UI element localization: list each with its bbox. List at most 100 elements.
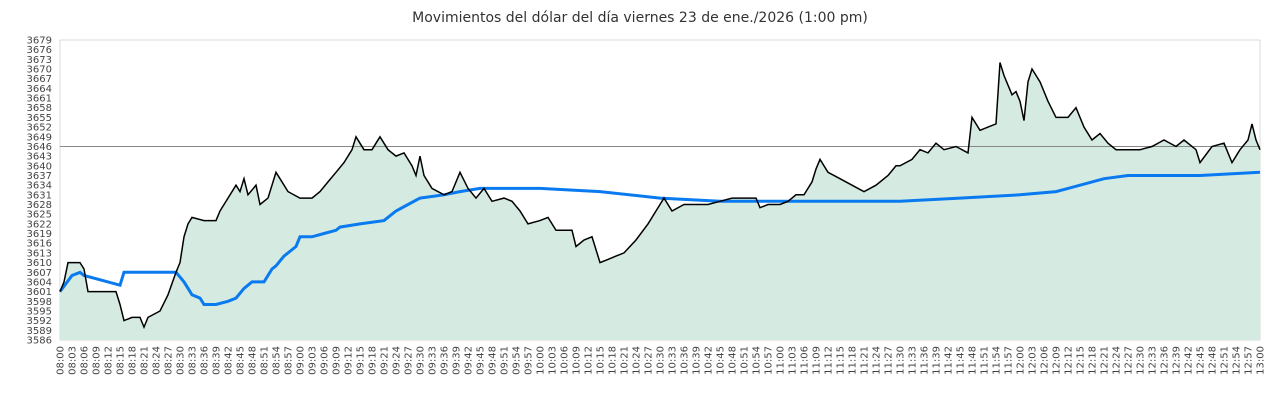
y-tick-label: 3634 [27, 181, 52, 192]
x-tick-label: 10:39 [692, 346, 703, 375]
x-tick-label: 08:42 [224, 346, 235, 375]
y-tick-label: 3643 [27, 152, 52, 163]
x-tick-label: 10:54 [752, 346, 763, 375]
x-tick-label: 09:48 [488, 346, 499, 375]
x-tick-label: 09:45 [476, 346, 487, 375]
x-tick-label: 12:39 [1172, 346, 1183, 375]
x-tick-label: 10:51 [740, 346, 751, 375]
x-tick-label: 10:33 [668, 346, 679, 375]
x-tick-label: 11:42 [944, 346, 955, 375]
x-tick-label: 10:12 [584, 346, 595, 375]
x-tick-label: 08:18 [128, 346, 139, 375]
y-tick-label: 3655 [27, 113, 52, 124]
x-tick-label: 11:06 [800, 346, 811, 375]
x-tick-label: 09:33 [428, 346, 439, 375]
x-tick-label: 11:45 [956, 346, 967, 375]
y-tick-label: 3667 [27, 74, 52, 85]
x-tick-label: 08:54 [272, 346, 283, 375]
y-tick-label: 3595 [27, 306, 52, 317]
x-tick-label: 09:42 [464, 346, 475, 375]
x-tick-label: 10:48 [728, 346, 739, 375]
x-tick-label: 10:57 [764, 346, 775, 375]
x-tick-label: 12:12 [1064, 346, 1075, 375]
x-tick-label: 12:15 [1076, 346, 1087, 375]
y-tick-label: 3601 [27, 287, 52, 298]
x-tick-label: 10:45 [716, 346, 727, 375]
x-tick-label: 11:15 [836, 346, 847, 375]
x-tick-label: 08:27 [164, 346, 175, 375]
x-tick-label: 10:21 [620, 346, 631, 375]
x-tick-label: 12:21 [1100, 346, 1111, 375]
y-tick-label: 3616 [27, 239, 52, 250]
y-tick-label: 3673 [27, 55, 52, 66]
x-tick-label: 09:30 [416, 346, 427, 375]
x-tick-label: 11:30 [896, 346, 907, 375]
x-tick-label: 09:27 [404, 346, 415, 375]
x-tick-label: 09:39 [452, 346, 463, 375]
x-tick-label: 09:00 [296, 346, 307, 375]
x-tick-label: 12:36 [1160, 346, 1171, 375]
y-tick-label: 3604 [27, 277, 52, 288]
x-tick-label: 10:00 [536, 346, 547, 375]
x-tick-label: 09:36 [440, 346, 451, 375]
x-tick-label: 08:30 [176, 346, 187, 375]
y-tick-label: 3628 [27, 200, 52, 211]
x-tick-label: 08:06 [80, 346, 91, 375]
y-tick-label: 3646 [27, 142, 52, 153]
x-tick-label: 09:51 [500, 346, 511, 375]
x-tick-label: 12:57 [1244, 346, 1255, 375]
x-tick-label: 08:57 [284, 346, 295, 375]
x-tick-label: 09:54 [512, 346, 523, 375]
y-tick-label: 3649 [27, 132, 52, 143]
x-tick-label: 10:42 [704, 346, 715, 375]
y-tick-label: 3598 [27, 297, 52, 308]
x-tick-label: 12:00 [1016, 346, 1027, 375]
y-tick-label: 3622 [27, 219, 52, 230]
x-tick-label: 08:12 [104, 346, 115, 375]
y-tick-label: 3679 [27, 36, 52, 47]
x-tick-label: 09:06 [320, 346, 331, 375]
y-tick-label: 3661 [27, 94, 52, 105]
x-tick-label: 08:45 [236, 346, 247, 375]
y-tick-label: 3592 [27, 316, 52, 327]
x-tick-label: 12:06 [1040, 346, 1051, 375]
x-tick-label: 12:33 [1148, 346, 1159, 375]
x-tick-label: 11:12 [824, 346, 835, 375]
x-tick-label: 12:24 [1112, 346, 1123, 375]
x-tick-label: 12:54 [1232, 346, 1243, 375]
y-tick-label: 3631 [27, 190, 52, 201]
price-area-fill [60, 62, 1260, 340]
x-tick-label: 11:21 [860, 346, 871, 375]
y-tick-label: 3664 [27, 84, 52, 95]
x-tick-label: 11:24 [872, 346, 883, 375]
y-tick-label: 3619 [27, 229, 52, 240]
x-tick-label: 10:24 [632, 346, 643, 375]
x-tick-label: 08:36 [200, 346, 211, 375]
y-tick-label: 3589 [27, 326, 52, 337]
x-tick-label: 12:30 [1136, 346, 1147, 375]
x-tick-label: 12:18 [1088, 346, 1099, 375]
x-tick-label: 09:12 [344, 346, 355, 375]
x-tick-label: 10:36 [680, 346, 691, 375]
x-tick-label: 12:27 [1124, 346, 1135, 375]
x-tick-label: 08:00 [56, 346, 67, 375]
y-axis: 3586358935923595359836013604360736103613… [27, 36, 52, 347]
y-tick-label: 3607 [27, 268, 52, 279]
x-tick-label: 11:51 [980, 346, 991, 375]
x-tick-label: 08:09 [92, 346, 103, 375]
x-tick-label: 11:39 [932, 346, 943, 375]
x-tick-label: 10:09 [572, 346, 583, 375]
x-tick-label: 11:57 [1004, 346, 1015, 375]
y-tick-label: 3610 [27, 258, 52, 269]
x-tick-label: 09:03 [308, 346, 319, 375]
y-tick-label: 3652 [27, 123, 52, 134]
x-tick-label: 09:21 [380, 346, 391, 375]
x-tick-label: 08:03 [68, 346, 79, 375]
y-tick-label: 3625 [27, 210, 52, 221]
x-tick-label: 10:06 [560, 346, 571, 375]
x-tick-label: 09:24 [392, 346, 403, 375]
x-tick-label: 11:27 [884, 346, 895, 375]
y-tick-label: 3613 [27, 248, 52, 259]
x-tick-label: 11:18 [848, 346, 859, 375]
